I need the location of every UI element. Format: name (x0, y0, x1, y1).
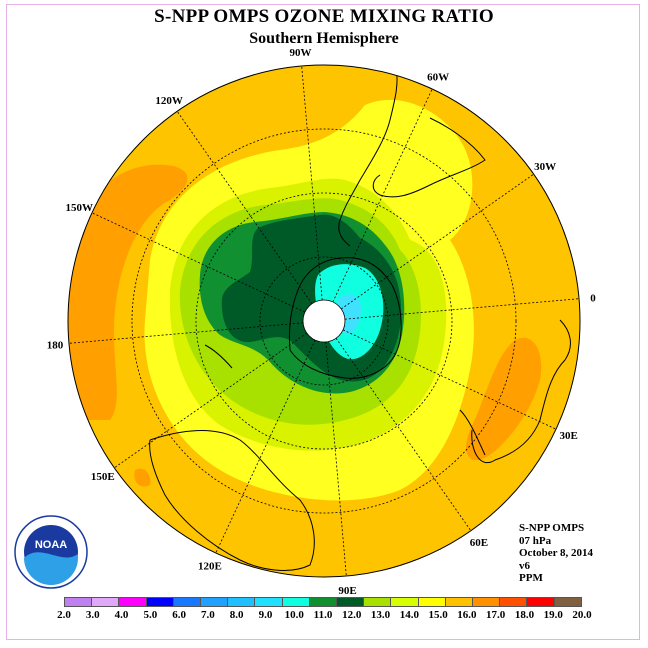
map-border (67, 64, 581, 578)
colorbar-segment (228, 598, 256, 606)
colorbar-labels: 2.0 3.0 4.0 5.0 6.0 7.0 8.0 9.0 10.0 11.0 12.0 13.0… (0, 609, 648, 623)
colorbar-label: 3.0 (85, 609, 100, 621)
coast-south-america-east (372, 117, 486, 198)
colorbar-label: 6.0 (172, 609, 186, 621)
meridian-line (114, 332, 308, 469)
colorbar-label: 14.0 (399, 609, 419, 621)
colorbar-segment (500, 598, 528, 606)
colorbar-segment (146, 598, 174, 606)
info-units: PPM (519, 572, 543, 584)
longitude-labels: 90W 60W 30W 0 30E 60E 90E 120E 150E 180 150W 120W (47, 47, 596, 597)
colorbar-label: 8.0 (229, 609, 244, 621)
longitude-label: 60W (427, 71, 449, 83)
longitude-label: 150W (66, 202, 94, 214)
colorbar-segment (337, 598, 365, 606)
colorbar-segment (119, 598, 147, 606)
colorbar-label: 20.0 (572, 609, 592, 621)
meridian-line (91, 212, 306, 313)
pole-hole (302, 299, 346, 343)
colorbar-segment (65, 598, 93, 606)
longitude-label: 60E (470, 537, 488, 549)
colorbar-label: 4.0 (114, 609, 129, 621)
field-orange-east (466, 337, 542, 461)
colorbar-label: 9.0 (258, 609, 273, 621)
info-panel: S-NPP OMPS 07 hPa October 8, 2014 v6 PPM (519, 522, 593, 585)
info-version: v6 (519, 559, 530, 572)
field-orange-small (134, 468, 151, 487)
colorbar-label: 2.0 (57, 609, 71, 621)
longitude-label: 120E (198, 561, 222, 573)
colorbar-segment (173, 598, 202, 606)
noaa-logo: NOAA (14, 515, 88, 589)
meridian-line (325, 341, 347, 577)
meridian-line (342, 329, 557, 430)
colorbar-segment (445, 598, 474, 606)
longitude-label: 120W (155, 95, 183, 107)
colorbar-segment (309, 598, 338, 606)
graticule (68, 65, 580, 577)
colorbar-label: 16.0 (457, 609, 477, 621)
coast-south-america (338, 65, 398, 247)
colorbar-segment (92, 598, 120, 606)
info-instrument: S-NPP OMPS (519, 522, 585, 534)
colorbar (64, 597, 582, 607)
longitude-label: 30E (560, 430, 578, 442)
coast-madagascar (459, 409, 486, 456)
coast-australia (149, 430, 315, 571)
longitude-label: 30W (534, 161, 556, 173)
colorbar-segment (282, 598, 310, 606)
meridian-line (332, 88, 433, 303)
coastlines (149, 65, 571, 571)
colorbar-label: 15.0 (428, 609, 448, 621)
figure-subtitle: Southern Hemisphere (249, 30, 399, 47)
colorbar-label: 18.0 (514, 609, 535, 621)
colorbar-label: 12.0 (342, 609, 362, 621)
colorbar-segment (418, 598, 446, 606)
coast-antarctica (289, 257, 402, 379)
meridian-line (344, 298, 580, 320)
coast-new-zealand (204, 344, 233, 369)
coast-africa (471, 319, 571, 463)
colorbar-segment (201, 598, 229, 606)
colorbar-segment (554, 598, 581, 606)
longitude-label: 90E (338, 585, 356, 597)
meridian-line (335, 337, 472, 531)
meridian-line (176, 111, 313, 305)
lat-circle-2 (195, 192, 453, 450)
meridian-line (340, 173, 534, 310)
colorbar-label: 5.0 (143, 609, 158, 621)
colorbar-segment (391, 598, 419, 606)
longitude-label: 180 (47, 340, 64, 352)
lat-circle-1 (259, 256, 389, 386)
colorbar-label: 13.0 (370, 609, 391, 621)
longitude-label: 150E (91, 471, 115, 483)
colorbar-label: 17.0 (486, 609, 506, 621)
meridian-line (215, 339, 316, 554)
figure-title: S-NPP OMPS OZONE MIXING RATIO (154, 6, 494, 27)
noaa-logo-text: NOAA (35, 539, 67, 551)
colorbar-label: 19.0 (543, 609, 563, 621)
colorbar-label: 10.0 (284, 609, 304, 621)
colorbar-label: 7.0 (201, 609, 215, 621)
colorbar-segment (364, 598, 392, 606)
longitude-label: 90W (289, 47, 311, 59)
lat-circle-3 (131, 128, 517, 514)
colorbar-segment (527, 598, 555, 606)
info-level: 07 hPa (519, 534, 552, 547)
colorbar-label: 11.0 (313, 609, 333, 621)
info-date: October 8, 2014 (519, 547, 594, 559)
meridian-line (68, 322, 304, 344)
field-orange-west (68, 164, 188, 420)
colorbar-segment (255, 598, 283, 606)
meridian-line (301, 65, 323, 301)
figure-frame (6, 4, 640, 640)
longitude-label: 0 (590, 292, 596, 304)
colorbar-segment (473, 598, 501, 606)
